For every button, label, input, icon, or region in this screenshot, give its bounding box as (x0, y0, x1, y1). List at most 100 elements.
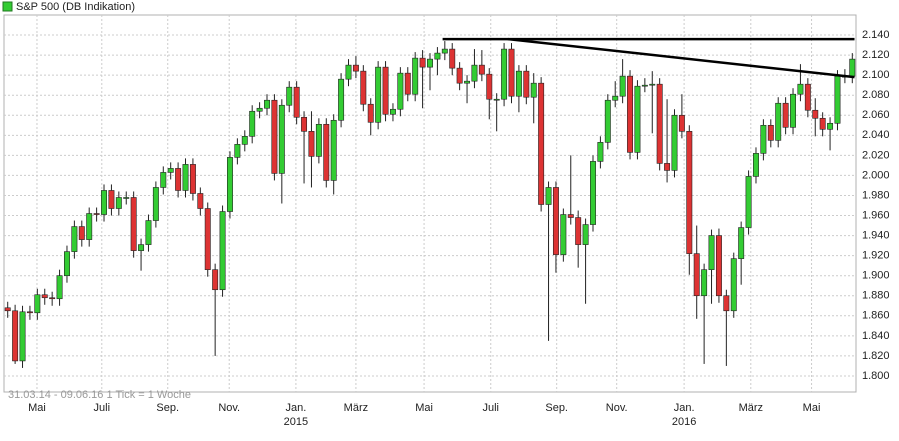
candle-body (582, 224, 589, 245)
candle-body (686, 131, 693, 254)
candle-body (634, 85, 641, 153)
legend-swatch (2, 1, 13, 12)
candle-body (797, 83, 804, 95)
candle-body (552, 187, 559, 255)
candle-body (64, 251, 70, 276)
candle-body (93, 213, 100, 215)
candle-body (523, 70, 530, 98)
candle-body (286, 86, 293, 106)
candle-body (701, 269, 708, 297)
candle-body (782, 102, 789, 128)
candle-body (708, 235, 715, 270)
candle-body (330, 119, 337, 181)
candle-body (456, 67, 463, 84)
y-tick-label: 1.880 (862, 290, 890, 302)
y-tick-label: 1.800 (862, 370, 890, 382)
candle-body (730, 258, 737, 312)
candle-body (12, 310, 19, 362)
x-tick-label: Nov. (218, 402, 240, 414)
candle-body (649, 83, 656, 86)
candle-body (671, 114, 678, 171)
candle-body (827, 122, 834, 130)
candle-body (515, 70, 522, 97)
candle-body (375, 66, 382, 123)
candle-body (197, 193, 204, 209)
y-tick-label: 1.820 (862, 350, 890, 362)
y-tick-label: 1.840 (862, 330, 890, 342)
x-tick-label: Sep. (156, 402, 179, 414)
year-label: 2016 (672, 416, 696, 428)
candle-body (404, 72, 411, 95)
candle-body (278, 104, 285, 174)
candle-body (123, 197, 130, 199)
candle-body (427, 58, 433, 68)
candle-body (715, 235, 722, 297)
candle-body (367, 103, 374, 123)
candle-body (189, 164, 196, 194)
candle-body (723, 295, 730, 312)
candle-body (753, 153, 759, 177)
x-tick-label: Juli (94, 402, 111, 414)
candle-body (819, 117, 826, 130)
candle-body (775, 102, 782, 141)
candle-body (26, 311, 33, 314)
candle-body (219, 211, 226, 291)
candle-body (745, 176, 752, 228)
x-tick-label: März (344, 402, 368, 414)
candle-body (41, 294, 48, 299)
candle-body (604, 99, 611, 143)
candle-body (204, 208, 211, 270)
candle-body (360, 70, 367, 105)
x-tick-label: Mai (803, 402, 821, 414)
year-label: 2015 (284, 416, 308, 428)
y-tick-label: 1.940 (862, 229, 890, 241)
candle-body (130, 197, 137, 251)
candle-body (397, 72, 404, 110)
candle-body (471, 64, 478, 82)
candle-body (78, 226, 85, 240)
candle-body (145, 220, 152, 245)
candle-body (115, 197, 122, 209)
x-tick-label: Mai (28, 402, 46, 414)
candle-body (656, 83, 663, 164)
y-tick-label: 1.920 (862, 250, 890, 262)
candle-body (49, 297, 56, 300)
y-tick-label: 1.900 (862, 270, 890, 282)
range-info: 31.03.14 - 09.06.16 1 Tick = 1 Woche (8, 389, 191, 401)
candle-body (641, 84, 648, 87)
candle-body (152, 187, 159, 221)
y-tick-label: 2.080 (862, 89, 890, 101)
candle-body (590, 161, 596, 225)
candle-body (234, 144, 241, 158)
x-tick-label: März (739, 402, 763, 414)
candle-body (790, 93, 796, 128)
candle-body (464, 80, 471, 84)
candle-body (486, 73, 493, 100)
candle-body (508, 48, 515, 97)
candle-body (693, 253, 700, 297)
candle-body (264, 99, 270, 109)
candle-body (71, 226, 78, 252)
candle-body (501, 48, 508, 100)
candle-body (175, 168, 182, 191)
candle-body (271, 99, 278, 174)
candle-body (249, 110, 256, 137)
candle-body (664, 163, 671, 171)
candle-body (382, 66, 389, 115)
candle-body (612, 95, 619, 101)
legend-label: S&P 500 (DB Indikation) (16, 1, 135, 13)
candle-body (441, 48, 448, 54)
y-tick-label: 1.860 (862, 310, 890, 322)
x-tick-label: Mai (415, 402, 433, 414)
candle-body (226, 157, 233, 212)
candle-body (449, 48, 456, 69)
x-tick-label: Juli (482, 402, 499, 414)
x-tick-label: Jan. (674, 402, 695, 414)
x-tick-label: Nov. (606, 402, 628, 414)
candle-body (293, 86, 300, 118)
trend-line (507, 37, 855, 79)
candle-body (434, 52, 441, 60)
y-tick-label: 2.040 (862, 129, 890, 141)
candle-body (308, 131, 315, 157)
